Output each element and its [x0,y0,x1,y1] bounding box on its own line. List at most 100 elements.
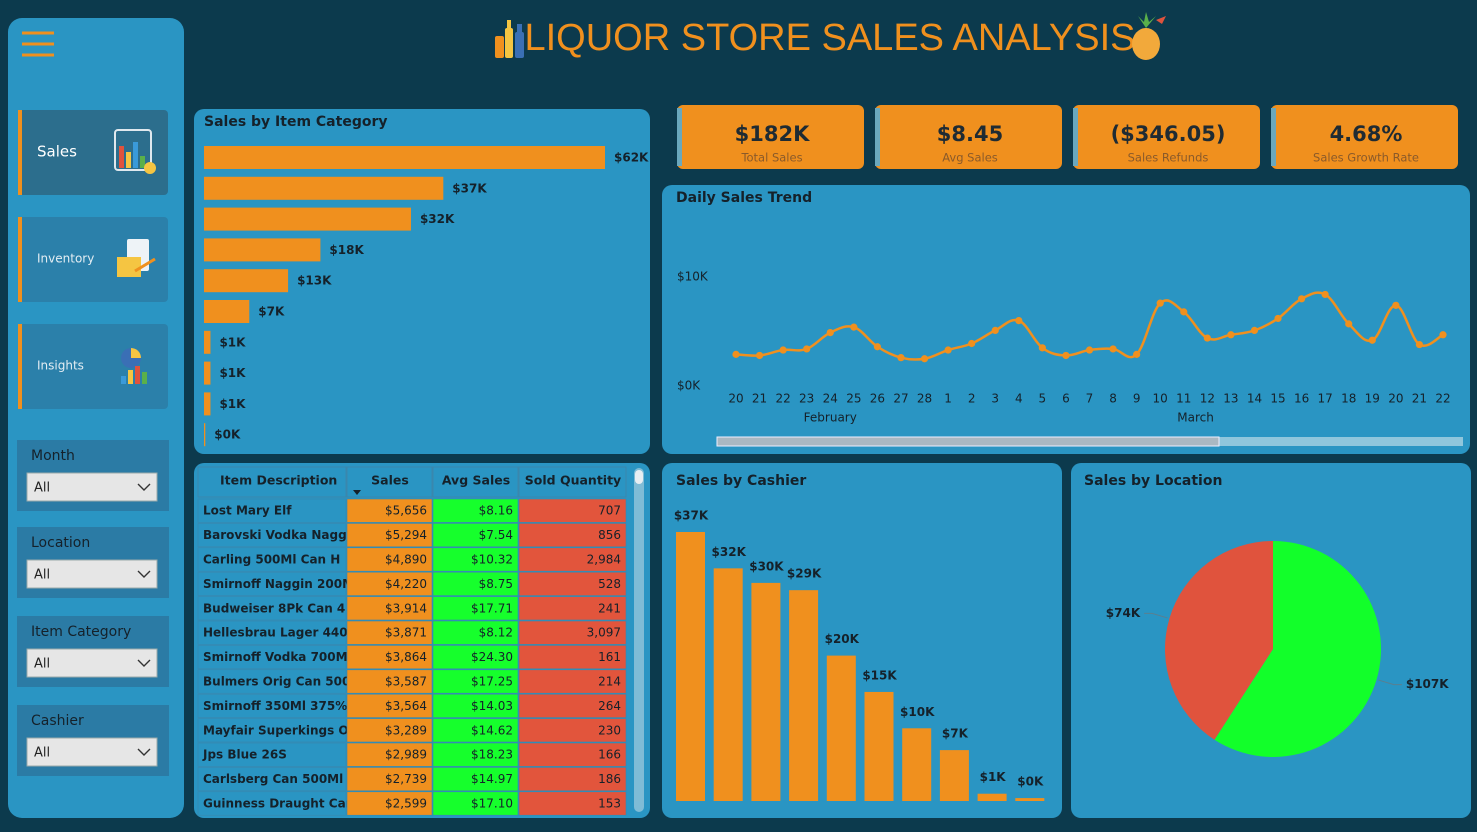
table-cell [432,693,519,718]
trend-point [1109,345,1117,353]
x-tick-label: 8 [1109,392,1117,406]
table-cell-text: $5,656 [385,504,427,518]
x-tick-label: 24 [823,392,838,406]
x-tick-label: 15 [1270,392,1285,406]
table-cell-text: Carlsberg Can 500Ml [203,772,343,786]
table-scroll-thumb[interactable] [635,470,643,484]
x-tick-label: 28 [917,392,932,406]
x-tick-label: 16 [1294,392,1309,406]
table-cell-text: $14.62 [471,723,513,737]
nav-button[interactable] [18,110,168,195]
kpi-value: $182K [735,122,810,146]
y-tick-label: $10K [677,270,709,284]
table-cell [346,693,433,718]
bar [204,300,250,323]
table-cell-text: Mayfair Superkings O [203,723,349,737]
filter-value: All [34,481,50,496]
x-tick-label: 4 [1015,392,1023,406]
x-tick-label: 7 [1086,392,1094,406]
bar [204,176,444,200]
table-cell [346,742,433,767]
trend-point [920,355,929,363]
nav-button[interactable] [18,324,168,409]
x-tick-label: 17 [1318,392,1333,406]
filter-dropdown[interactable] [26,648,158,678]
x-tick-label: 13 [1223,392,1238,406]
bar [826,655,856,801]
nav-accent [18,324,22,409]
table-cell [346,669,433,694]
nav-accent [18,217,22,302]
table-cell [432,547,519,572]
x-group-label: February [804,411,857,425]
trend-point [1439,331,1447,339]
bar [204,238,321,262]
menu-button[interactable] [20,30,56,60]
table-cell [432,571,519,596]
title-icon-bottles [495,20,524,58]
table-cell-text: Lost Mary Elf [203,504,292,518]
x-tick-label: 22 [775,392,790,406]
table-cell [432,718,519,743]
nav-icon-bar [142,372,147,384]
x-tick-label: 5 [1039,392,1047,406]
chart-title: Sales by Cashier [676,473,806,489]
bar [204,423,206,447]
trend-point [850,323,858,331]
pie-value-label: $74K [1106,606,1141,620]
kpi-value: $8.45 [937,122,1003,146]
kpi-card [875,105,1062,169]
bar [204,269,289,293]
table-cell [518,523,627,548]
kpi-edge [875,108,880,166]
nav-icon-bar [135,366,140,384]
table-cell [197,498,347,523]
table-cell-text: $7.54 [479,528,513,542]
table-cell-text: $8.12 [479,626,513,640]
filter-dropdown[interactable] [26,737,158,767]
bar [204,330,211,354]
kpi-edge [1271,108,1276,166]
dropdown-chevron [137,748,151,756]
table-cell [197,547,347,572]
nav-icon [114,129,152,171]
chart-title: Daily Sales Trend [676,190,812,206]
sort-indicator [353,490,361,495]
trend-point [1133,350,1141,358]
nav-icon-slice [131,348,141,358]
kpi-card [677,105,864,169]
kpi-card [1073,105,1260,169]
table-cell [346,498,433,523]
trend-point [991,326,999,335]
nav-icon-pencil [134,257,156,273]
filter-label: Location [31,535,90,551]
kpi-card [1271,105,1458,169]
bar-value-label: $37K [674,509,709,523]
filter-dropdown[interactable] [26,559,158,589]
nav-button[interactable] [18,217,168,302]
table-cell-text: Barovski Vodka Naggi [203,528,351,542]
kpi-label: Total Sales [740,151,802,165]
kpi-label: Sales Growth Rate [1313,151,1419,165]
table-cell-text: 264 [598,699,621,713]
kpi-label: Sales Refunds [1128,151,1209,165]
table-header-cell [197,466,347,498]
nav-icon-bar [126,152,131,168]
pie-leader [1378,679,1402,686]
table-cell [518,718,627,743]
table-cell-text: $8.16 [479,504,513,518]
x-tick-label: 9 [1133,392,1141,406]
table-cell-text: Smirnoff Vodka 700Ml [203,650,352,664]
bar [204,207,411,231]
table-cell-text: Guinness Draught Can [203,797,354,811]
bar-value-label: $29K [787,567,822,581]
trend-point [968,339,976,348]
scroll-thumb[interactable] [716,436,1220,447]
x-tick-label: 14 [1247,392,1262,406]
table-cell [346,767,433,792]
trend-point [1038,344,1046,352]
x-tick-label: 21 [752,392,767,406]
table-cell [432,791,519,816]
filter-dropdown[interactable] [26,472,158,502]
bar-value-label: $18K [329,243,364,257]
